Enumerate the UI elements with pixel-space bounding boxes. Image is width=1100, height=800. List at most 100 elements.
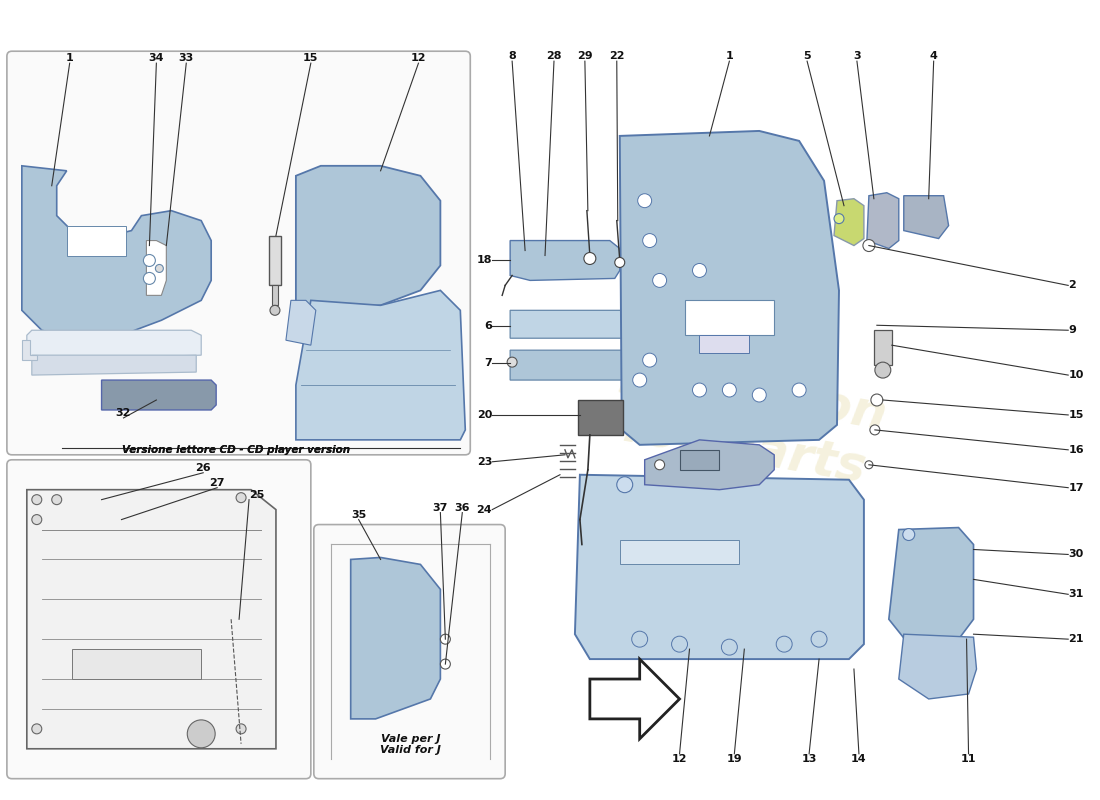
Circle shape: [903, 529, 915, 541]
Polygon shape: [867, 193, 899, 249]
Text: 12: 12: [410, 53, 426, 63]
Bar: [272, 286, 278, 306]
Polygon shape: [32, 355, 196, 375]
Text: 29: 29: [578, 51, 593, 61]
Circle shape: [874, 362, 891, 378]
Text: 14: 14: [851, 754, 867, 764]
Polygon shape: [834, 198, 864, 246]
Circle shape: [722, 639, 737, 655]
Polygon shape: [146, 241, 166, 295]
Text: 24: 24: [476, 505, 492, 514]
Circle shape: [236, 724, 246, 734]
Circle shape: [32, 514, 42, 525]
Circle shape: [440, 634, 450, 644]
Text: Vale per J
Valid for J: Vale per J Valid for J: [379, 734, 441, 755]
Bar: [873, 330, 892, 365]
Polygon shape: [889, 527, 974, 644]
Text: 31: 31: [1068, 590, 1084, 599]
Circle shape: [777, 636, 792, 652]
Circle shape: [617, 477, 632, 493]
Text: 23: 23: [476, 457, 492, 466]
Text: 32: 32: [116, 408, 131, 418]
Circle shape: [631, 631, 648, 647]
Circle shape: [642, 353, 657, 367]
Bar: [619, 539, 739, 565]
Circle shape: [440, 659, 450, 669]
Text: 28: 28: [547, 51, 562, 61]
Circle shape: [693, 263, 706, 278]
Text: 26: 26: [196, 462, 211, 473]
Polygon shape: [22, 340, 36, 360]
Polygon shape: [351, 558, 440, 719]
Text: g passion
for parts: g passion for parts: [607, 346, 891, 494]
Text: Versione lettore CD - CD player version: Versione lettore CD - CD player version: [122, 445, 350, 455]
FancyBboxPatch shape: [7, 460, 311, 778]
Text: 13: 13: [802, 754, 817, 764]
Text: 19: 19: [726, 754, 742, 764]
Circle shape: [792, 383, 806, 397]
Text: 22: 22: [609, 51, 625, 61]
Text: 7: 7: [484, 358, 492, 368]
Text: 21: 21: [1068, 634, 1084, 644]
Text: 20: 20: [476, 410, 492, 420]
Circle shape: [752, 388, 767, 402]
Circle shape: [143, 273, 155, 285]
Polygon shape: [575, 474, 864, 659]
Text: 33: 33: [178, 53, 194, 63]
Polygon shape: [101, 380, 217, 410]
Polygon shape: [296, 290, 465, 440]
Text: 18: 18: [476, 255, 492, 266]
Circle shape: [155, 265, 163, 273]
Circle shape: [507, 357, 517, 367]
Text: Versione lettore CD - CD player version: Versione lettore CD - CD player version: [122, 445, 350, 455]
Circle shape: [52, 494, 62, 505]
Text: 11: 11: [960, 754, 977, 764]
Circle shape: [187, 720, 216, 748]
Polygon shape: [26, 490, 276, 749]
Circle shape: [32, 494, 42, 505]
Text: 25: 25: [249, 490, 264, 500]
Polygon shape: [510, 310, 697, 338]
Circle shape: [32, 724, 42, 734]
Text: 1: 1: [66, 53, 74, 63]
Bar: [578, 400, 623, 435]
Polygon shape: [510, 241, 619, 281]
Circle shape: [632, 373, 647, 387]
Bar: [270, 235, 280, 286]
Text: 4: 4: [930, 51, 937, 61]
Polygon shape: [904, 196, 948, 238]
Polygon shape: [645, 440, 774, 490]
Polygon shape: [26, 330, 201, 360]
Circle shape: [638, 194, 651, 208]
Text: 27: 27: [209, 478, 224, 488]
Text: 35: 35: [351, 510, 366, 519]
Circle shape: [862, 239, 874, 251]
Polygon shape: [22, 166, 211, 340]
Circle shape: [834, 214, 844, 224]
Bar: [680, 450, 719, 470]
Bar: [684, 300, 774, 335]
Polygon shape: [286, 300, 316, 345]
Text: 36: 36: [454, 502, 470, 513]
Bar: [72, 649, 201, 679]
Polygon shape: [590, 659, 680, 739]
Text: 37: 37: [432, 502, 448, 513]
Text: 15: 15: [1068, 410, 1084, 420]
Text: 3: 3: [854, 51, 860, 61]
Text: 1: 1: [726, 51, 734, 61]
Circle shape: [723, 383, 736, 397]
Text: since 1946: since 1946: [648, 513, 850, 546]
Circle shape: [672, 636, 688, 652]
FancyBboxPatch shape: [314, 525, 505, 778]
Circle shape: [871, 394, 883, 406]
Text: 5: 5: [803, 51, 811, 61]
Bar: [67, 226, 126, 255]
Circle shape: [270, 306, 279, 315]
Circle shape: [584, 253, 596, 265]
Polygon shape: [899, 634, 977, 699]
Circle shape: [811, 631, 827, 647]
Circle shape: [615, 258, 625, 267]
Polygon shape: [510, 350, 702, 380]
Circle shape: [143, 254, 155, 266]
Text: 30: 30: [1068, 550, 1084, 559]
